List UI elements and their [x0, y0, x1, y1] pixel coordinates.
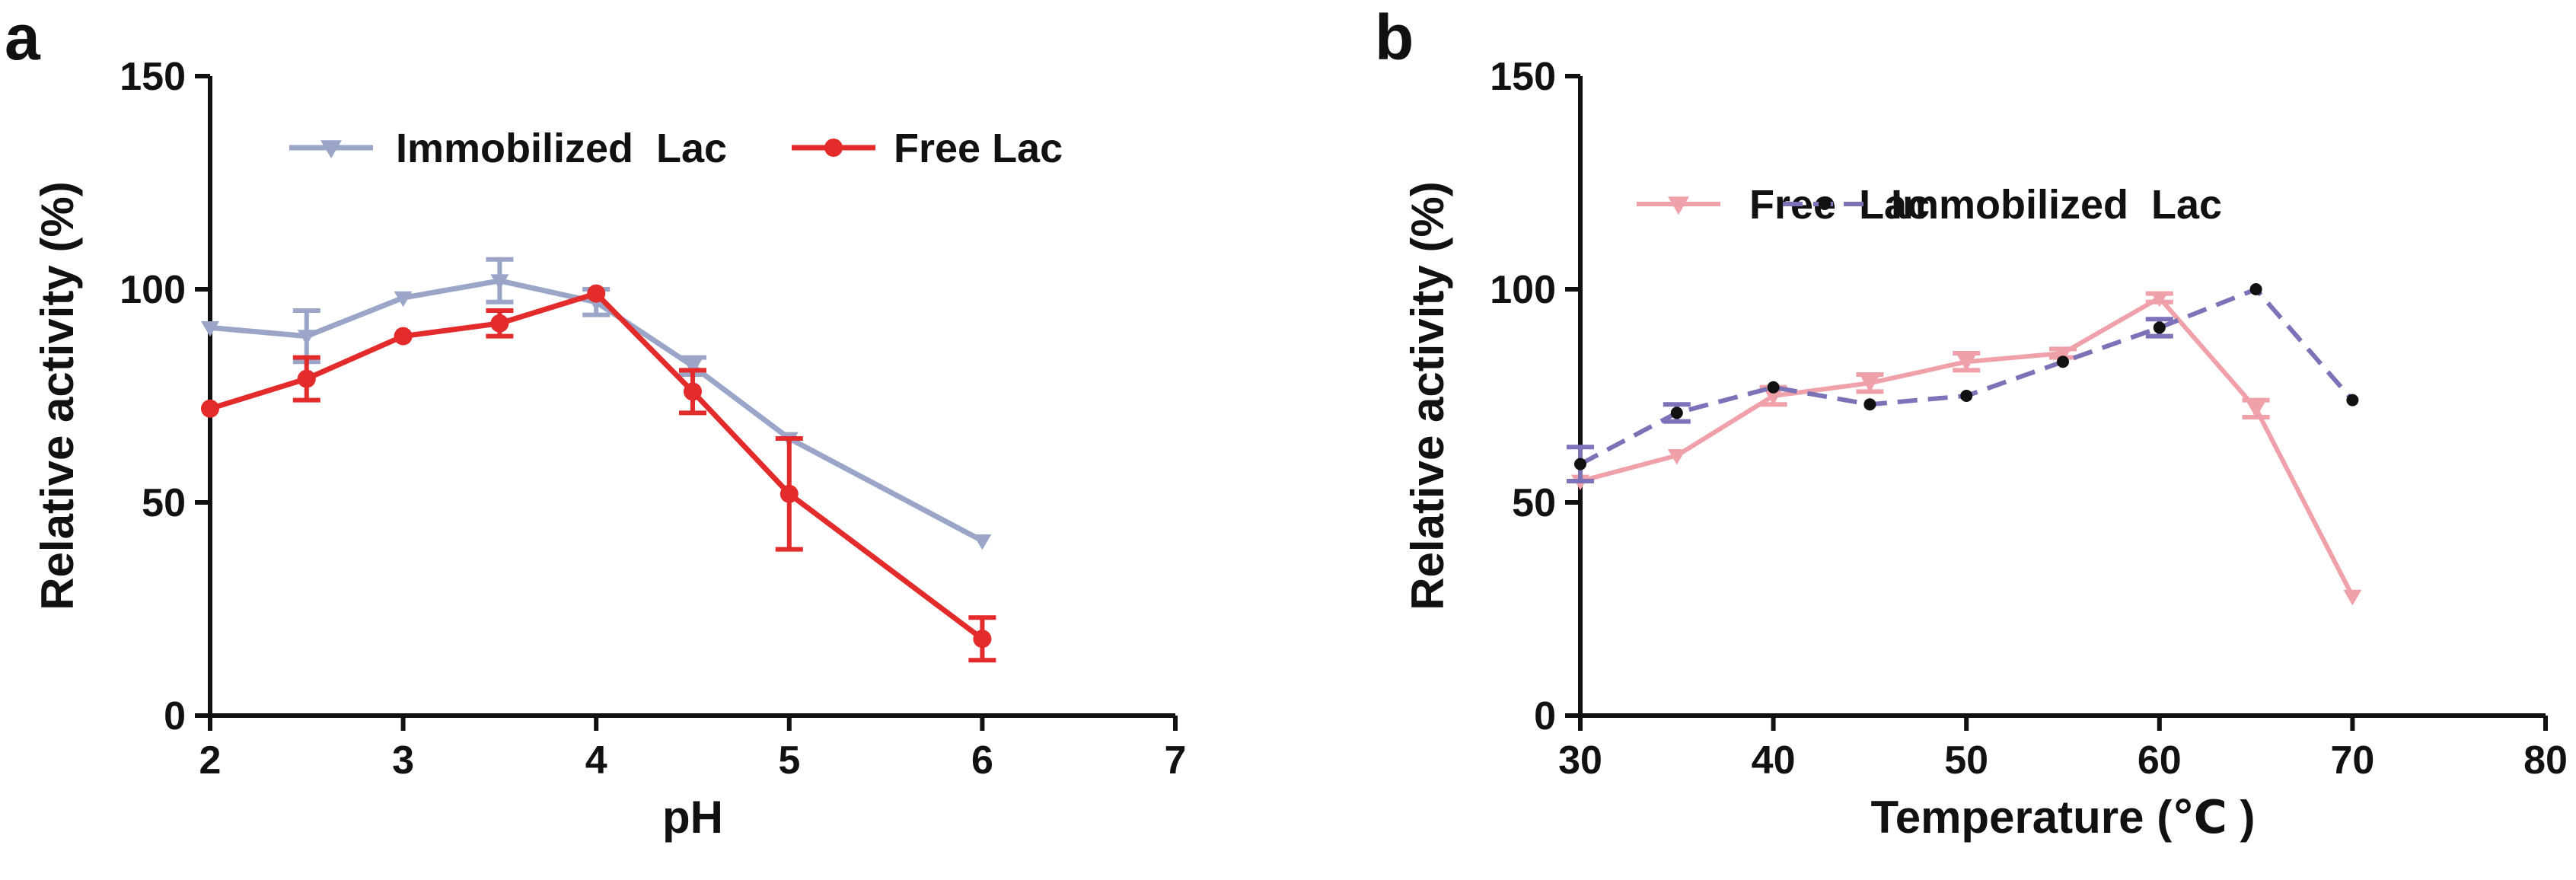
panel-a: a pH Relative activity (%) 2 3 4 5 6 7 0 50 100…	[5, 2, 1186, 843]
x-tick-label-a: 7	[1165, 738, 1187, 783]
legend-entry-b-0: Free Lac	[1637, 182, 1930, 228]
data-point	[1863, 398, 1876, 411]
data-point	[1667, 449, 1686, 465]
x-tick-label-b: 30	[1558, 738, 1602, 783]
legend-label: Immobilized Lac	[396, 126, 727, 171]
y-tick-label-b: 50	[1512, 481, 1556, 525]
y-tick-label-b: 100	[1490, 268, 1556, 312]
y-tick-label-a: 150	[120, 55, 186, 99]
y-tick-label-a: 100	[120, 268, 186, 312]
data-point	[2246, 402, 2265, 418]
series-a-0	[201, 257, 992, 550]
data-point	[1957, 355, 1976, 371]
x-tick-label-a: 6	[971, 738, 993, 783]
data-point	[2346, 394, 2359, 407]
y-tick-label-a: 50	[142, 481, 186, 525]
data-point	[1819, 198, 1831, 210]
data-point	[2057, 356, 2069, 368]
x-tick-label-b: 40	[1752, 738, 1796, 783]
data-point	[2249, 283, 2262, 295]
legend-entry-a-1: Free Lac	[792, 126, 1063, 171]
x-tick-label-a: 5	[778, 738, 800, 783]
series-a-0-line	[209, 278, 984, 544]
series-b-1	[1567, 283, 2359, 483]
series-b-0	[1571, 291, 2362, 606]
data-point	[684, 359, 702, 375]
legend-label: Free Lac	[894, 126, 1063, 171]
data-point	[587, 284, 606, 303]
series-a-1-line	[209, 291, 984, 641]
data-point	[1767, 381, 1780, 394]
data-point	[201, 321, 219, 337]
data-point	[2054, 346, 2072, 362]
data-point	[1574, 458, 1586, 470]
data-point	[824, 139, 843, 157]
x-tick-label-b: 50	[1944, 738, 1988, 783]
data-point	[973, 534, 992, 550]
legend-label: Free Lac	[1749, 182, 1930, 228]
y-axis-label-b: Relative activity (%)	[1402, 181, 1453, 611]
x-tick-label-a: 3	[392, 738, 414, 783]
series-a-1	[201, 284, 996, 663]
x-axis-label-a: pH	[662, 792, 723, 843]
data-point	[1764, 389, 1783, 405]
legend-entry-a-0: Immobilized Lac	[289, 126, 727, 171]
data-point	[394, 291, 413, 308]
y-axis-label-a: Relative activity (%)	[32, 181, 83, 611]
x-axis-label-b: Temperature (℃ )	[1871, 792, 2256, 843]
data-point	[2153, 321, 2166, 334]
series-b-0-line	[1580, 295, 2355, 598]
series-b-1-line	[1579, 287, 2354, 467]
data-point	[1668, 196, 1689, 215]
data-point	[973, 630, 992, 649]
data-point	[320, 140, 342, 158]
data-point	[779, 484, 799, 503]
x-tick-label-a: 2	[199, 738, 222, 783]
data-point	[1670, 407, 1683, 419]
x-tick-label-b: 60	[2138, 738, 2182, 783]
panel-label-a: a	[5, 2, 41, 73]
x-tick-label-b: 70	[2330, 738, 2374, 783]
y-tick-label-b: 150	[1490, 55, 1556, 99]
data-point	[297, 369, 316, 388]
legend-label: Immobilized Lac	[1891, 182, 2222, 228]
data-point	[684, 382, 702, 401]
data-point	[2150, 291, 2169, 308]
legend-entry-b-1: Immobilized Lac	[1783, 182, 2222, 228]
data-point	[490, 314, 509, 333]
data-point	[2343, 589, 2362, 606]
data-point	[490, 274, 509, 290]
data-point	[297, 330, 316, 346]
data-point	[1860, 376, 1879, 393]
panel-label-b: b	[1375, 2, 1414, 73]
panel-b: b Temperature (℃ ) Relative activity (%)…	[1375, 2, 2568, 843]
data-point	[394, 327, 413, 346]
x-tick-label-b: 80	[2523, 738, 2568, 783]
x-tick-label-a: 4	[585, 738, 607, 783]
y-tick-label-b: 0	[1534, 694, 1556, 738]
y-tick-label-a: 0	[164, 694, 186, 738]
data-point	[201, 399, 219, 418]
data-point	[1960, 390, 1973, 402]
